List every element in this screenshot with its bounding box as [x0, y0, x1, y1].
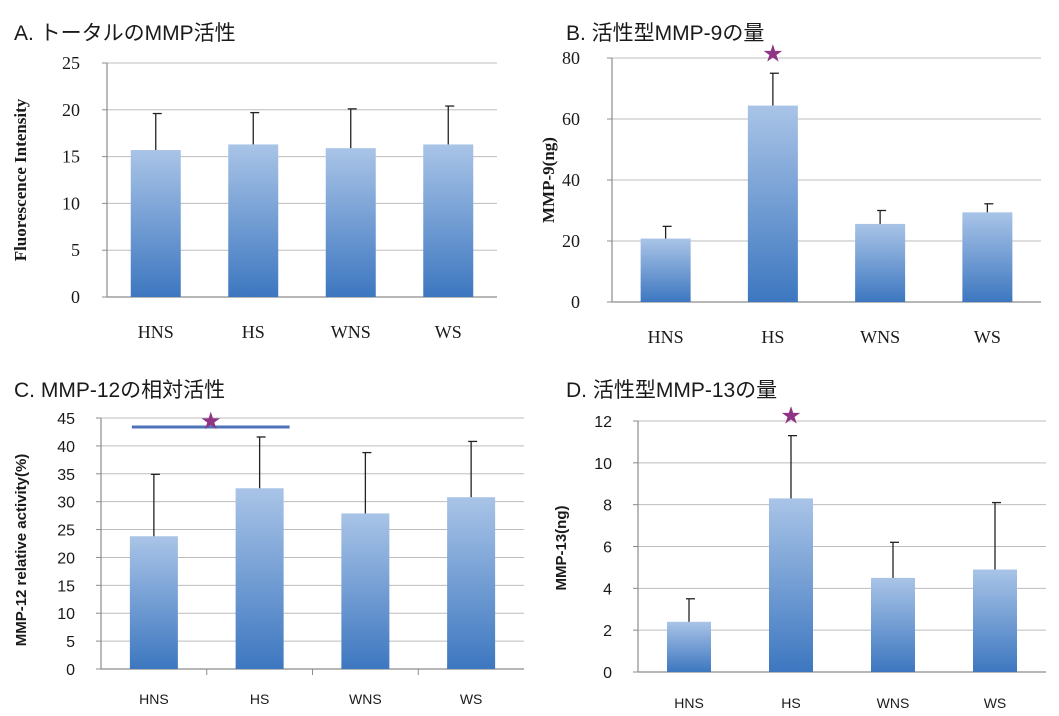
- y-tick-label: 20: [62, 100, 80, 120]
- chart-title: A. トータルのMMP活性: [14, 22, 236, 45]
- panel-d: D. 活性型MMP-13の量 0 2 4 6 8 10 12 HNS HS WNS WS MMP-13(…: [553, 379, 1046, 711]
- y-tick-label: 30: [57, 495, 75, 512]
- significance-star: ★: [200, 408, 222, 435]
- x-tick-label: WS: [435, 322, 462, 342]
- y-tick-label: 25: [62, 53, 80, 73]
- bar-wns: [325, 148, 376, 297]
- bar-ws: [962, 212, 1013, 302]
- y-tick-label: 0: [66, 662, 75, 679]
- x-tick-label: WS: [460, 691, 483, 707]
- y-tick-label: 10: [594, 456, 612, 473]
- x-tick-label: HS: [250, 691, 269, 707]
- bar-hs: [235, 488, 284, 669]
- x-tick-label: HS: [761, 327, 784, 347]
- x-tick-label: HNS: [138, 322, 174, 342]
- y-tick-label: 20: [562, 231, 580, 251]
- y-tick-label: 35: [57, 467, 75, 484]
- bar-hns: [129, 536, 178, 669]
- y-tick-label: 10: [57, 606, 75, 623]
- y-tick-label: 40: [562, 170, 580, 190]
- y-tick-label: 5: [66, 634, 75, 651]
- y-axis-label: MMP-9(ng): [539, 137, 558, 223]
- y-axis-label: MMP-13(ng): [553, 506, 570, 591]
- y-tick-label: 80: [562, 48, 580, 68]
- y-tick-label: 15: [57, 578, 75, 595]
- y-tick-label: 5: [71, 240, 80, 260]
- bar-ws: [973, 569, 1017, 672]
- x-tick-label: WS: [984, 695, 1007, 711]
- significance-star: ★: [762, 40, 784, 67]
- significance-star: ★: [780, 403, 802, 430]
- y-tick-label: 40: [57, 439, 75, 456]
- x-tick-label: HNS: [139, 691, 169, 707]
- bar-wns: [341, 513, 390, 669]
- y-tick-label: 8: [603, 498, 612, 515]
- y-tick-label: 0: [571, 292, 580, 312]
- x-tick-label: WS: [974, 327, 1001, 347]
- chart-title: C. MMP-12の相対活性: [14, 379, 225, 402]
- x-tick-label: HS: [242, 322, 265, 342]
- y-tick-label: 10: [62, 193, 80, 213]
- y-tick-label: 25: [57, 523, 75, 540]
- y-tick-label: 6: [603, 540, 612, 557]
- panel-c: C. MMP-12の相対活性 0 5 10 15 20 25 30 35 40 45 HNS HS WNS…: [13, 379, 524, 707]
- x-tick-label: HS: [781, 695, 800, 711]
- x-tick-label: WNS: [860, 327, 900, 347]
- bar-hs: [769, 498, 813, 672]
- x-tick-label: WNS: [877, 695, 910, 711]
- panel-b: B. 活性型MMP-9の量 0 20 40 60 80 HNS HS WNS WS MMP-9(ng…: [539, 22, 1041, 347]
- y-axis-label: Fluorescence Intensity: [11, 98, 30, 261]
- bar-hns: [130, 150, 181, 297]
- bar-ws: [447, 497, 496, 669]
- chart-title: D. 活性型MMP-13の量: [566, 379, 777, 402]
- bar-hs: [747, 105, 798, 302]
- y-tick-label: 60: [562, 109, 580, 129]
- x-tick-label: HNS: [674, 695, 704, 711]
- x-tick-label: WNS: [349, 691, 382, 707]
- bar-wns: [855, 223, 906, 302]
- y-tick-label: 2: [603, 623, 612, 640]
- y-tick-label: 12: [594, 414, 612, 431]
- y-tick-label: 0: [71, 287, 80, 307]
- bar-wns: [871, 577, 915, 672]
- y-tick-label: 20: [57, 550, 75, 567]
- bar-hs: [228, 144, 279, 297]
- bar-hns: [667, 621, 711, 672]
- y-axis-label: MMP-12 relative activity(%): [13, 454, 30, 647]
- x-tick-label: WNS: [331, 322, 371, 342]
- panel-a: A. トータルのMMP活性 0 5 10 15 20 25 HNS HS WNS WS Fluores…: [11, 22, 497, 342]
- y-tick-label: 15: [62, 147, 80, 167]
- x-tick-label: HNS: [648, 327, 684, 347]
- bar-hns: [640, 238, 691, 302]
- y-tick-label: 0: [603, 665, 612, 682]
- chart-title: B. 活性型MMP-9の量: [566, 22, 764, 45]
- bar-ws: [423, 144, 474, 297]
- y-tick-label: 45: [57, 411, 75, 428]
- y-tick-label: 4: [603, 581, 612, 598]
